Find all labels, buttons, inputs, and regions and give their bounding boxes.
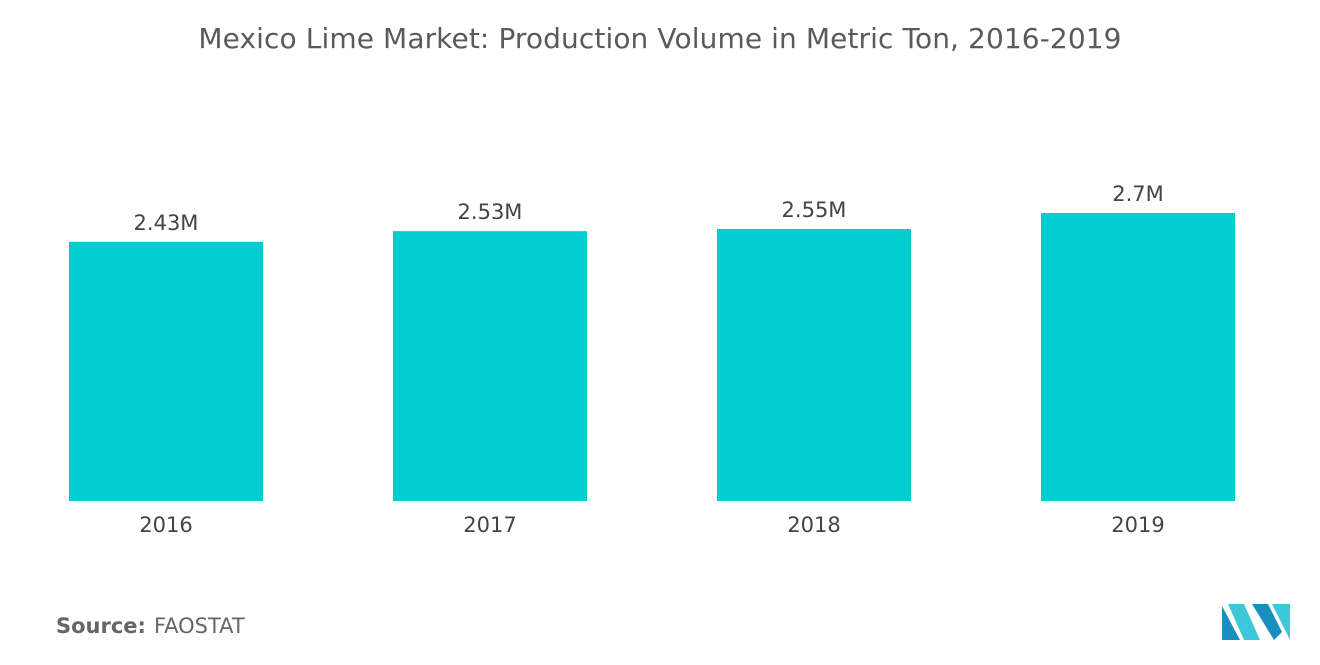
x-tick-label-2018: 2018 [787,513,840,537]
x-tick-label-2019: 2019 [1111,513,1164,537]
logo-shape-right [1272,604,1290,640]
x-tick-label-2017: 2017 [463,513,516,537]
bar-2016 [69,241,263,502]
data-label-2018: 2.55M [782,198,847,222]
logo-shape-mid-right [1252,604,1282,640]
x-tick-label-2016: 2016 [139,513,192,537]
bar-2017 [393,231,587,501]
data-label-2017: 2.53M [458,200,523,224]
chart-title: Mexico Lime Market: Production Volume in… [198,22,1122,55]
data-label-2016: 2.43M [134,211,199,235]
bar-2019 [1041,213,1235,501]
logo-shape-mid-left [1228,604,1260,640]
source-note: Source: FAOSTAT [56,614,245,638]
logo-shape-left [1222,606,1240,640]
source-label: Source: [56,614,146,638]
data-label-2019: 2.7M [1112,182,1164,206]
source-value: FAOSTAT [153,614,245,638]
mordor-intelligence-logo-icon [1222,604,1290,640]
bar-2018 [717,229,911,501]
